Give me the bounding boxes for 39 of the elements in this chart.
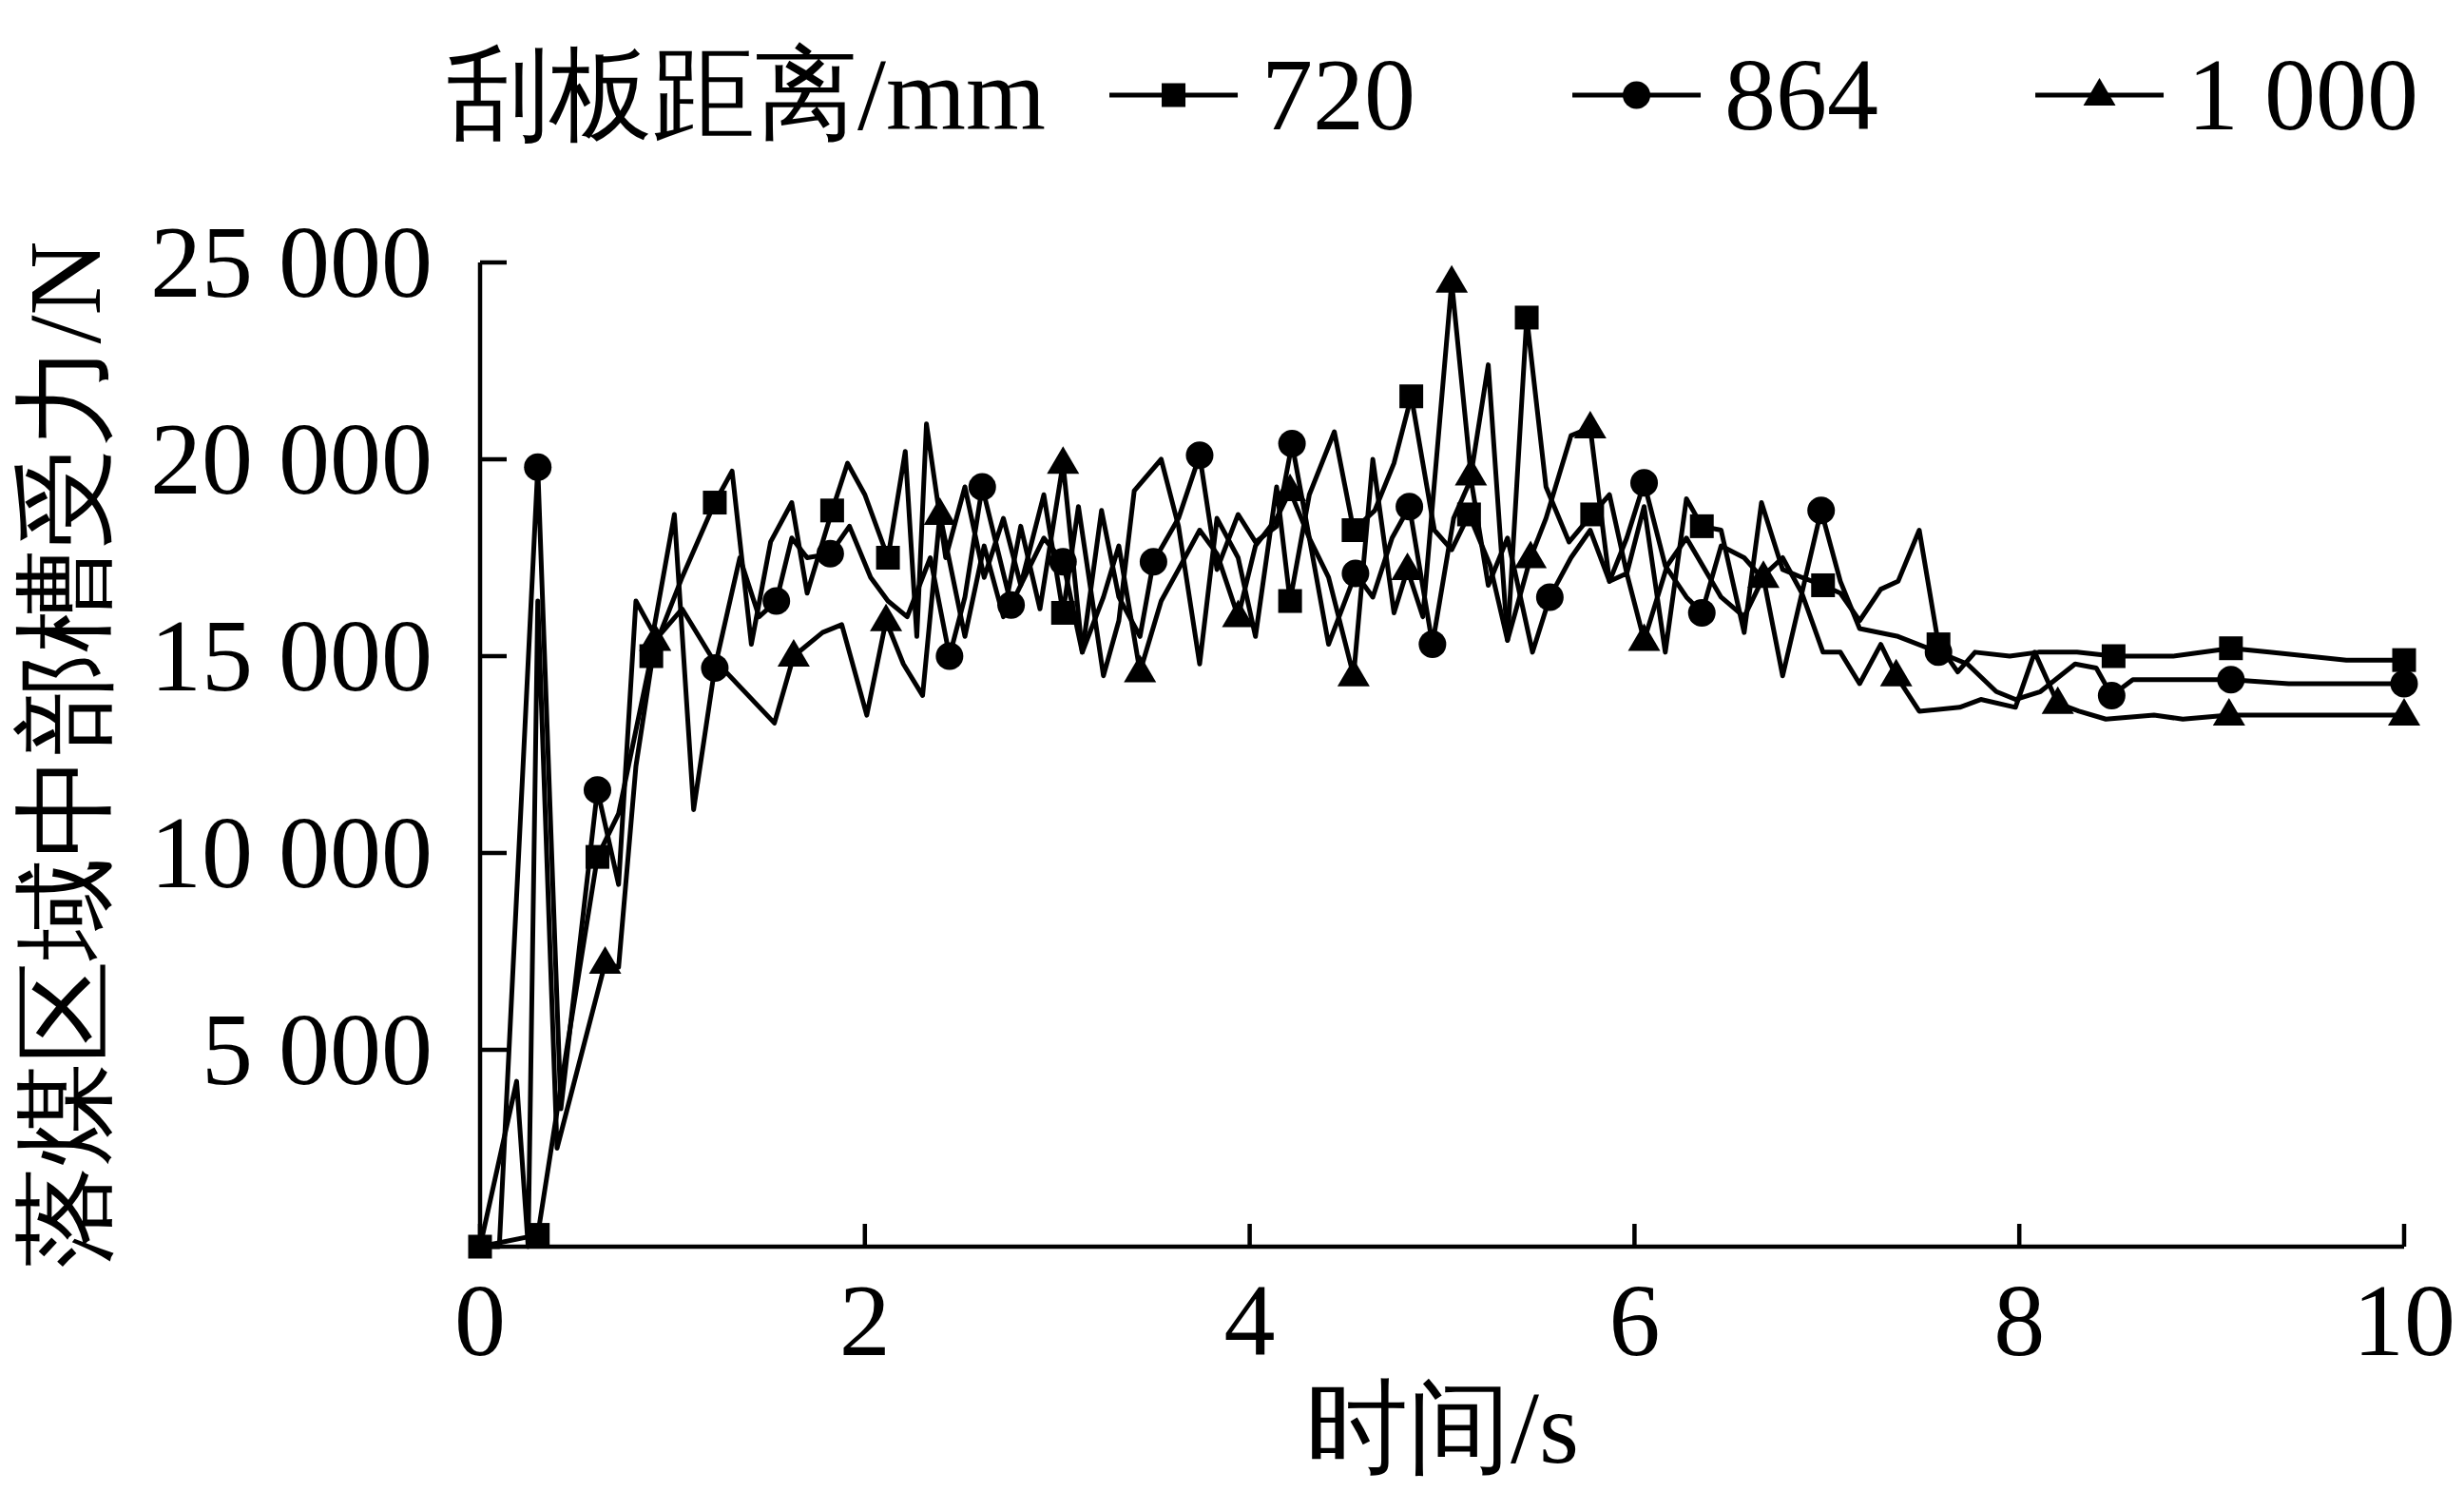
point xyxy=(585,844,609,869)
point xyxy=(1050,600,1075,625)
point xyxy=(997,591,1026,619)
point xyxy=(1807,496,1836,525)
point xyxy=(2390,669,2418,698)
point xyxy=(1399,384,1424,409)
point xyxy=(1535,583,1564,611)
point xyxy=(1278,589,1302,613)
point xyxy=(1185,441,1214,470)
point xyxy=(1456,502,1481,527)
point xyxy=(1630,469,1659,497)
point xyxy=(1811,572,1836,597)
point xyxy=(1418,630,1447,659)
point xyxy=(762,587,791,615)
point xyxy=(583,776,611,804)
point xyxy=(2097,681,2126,709)
point xyxy=(2392,648,2416,672)
point xyxy=(701,653,729,682)
point xyxy=(703,491,727,515)
point xyxy=(968,473,996,501)
point xyxy=(819,498,844,523)
point xyxy=(935,642,964,670)
point xyxy=(876,546,900,570)
point xyxy=(1341,518,1366,543)
point xyxy=(1139,548,1167,576)
point xyxy=(816,539,844,568)
point xyxy=(2217,666,2245,694)
point xyxy=(1341,559,1370,588)
point xyxy=(2101,644,2126,668)
point xyxy=(1278,429,1306,457)
point xyxy=(1396,493,1424,521)
point xyxy=(1580,502,1605,527)
point xyxy=(1687,598,1716,627)
point xyxy=(1514,305,1539,330)
point xyxy=(468,1234,492,1259)
point xyxy=(2219,636,2243,661)
point xyxy=(1689,513,1714,538)
point xyxy=(1049,548,1077,576)
point xyxy=(524,453,552,481)
